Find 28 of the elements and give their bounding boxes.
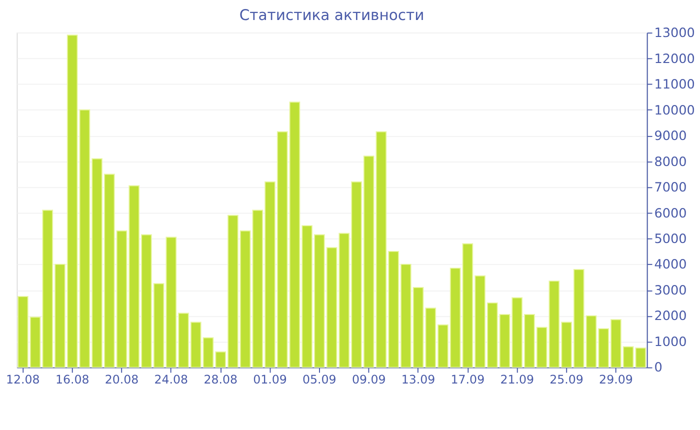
x-tick-label: 05.09 [302, 372, 336, 387]
y-tick-label: 6000 [654, 206, 687, 222]
x-tick-label: 16.08 [55, 372, 90, 387]
y-tick-label: 13000 [654, 26, 695, 42]
y-tick-label: 9000 [654, 129, 687, 144]
y-tick-label: 11000 [654, 78, 695, 93]
y-tick-label: 2000 [654, 309, 687, 324]
y-tick-label: 4000 [654, 258, 687, 273]
x-tick-label: 13.09 [401, 372, 436, 387]
y-tick-label: 12000 [654, 52, 695, 67]
x-tick-label: 25.09 [550, 372, 584, 387]
y-tick-label: 1000 [654, 334, 687, 350]
x-tick-label: 20.08 [104, 372, 139, 387]
x-tick-label: 21.09 [500, 372, 534, 387]
x-tick-label: 09.09 [352, 372, 386, 387]
chart-title: Статистика активности [239, 6, 424, 24]
y-tick-label: 10000 [654, 103, 695, 118]
y-tick-label: 8000 [654, 154, 687, 170]
y-tick-label: 3000 [654, 284, 687, 298]
x-tick-label: 29.09 [599, 372, 633, 387]
x-tick-label: 01.09 [253, 372, 287, 387]
x-tick-label: 17.09 [450, 372, 485, 387]
x-tick-label: 24.08 [154, 372, 188, 387]
y-tick-label: 0 [654, 360, 662, 376]
x-tick-label: 28.08 [204, 372, 238, 387]
x-tick-label: 12.08 [6, 372, 40, 387]
y-tick-label: 5000 [654, 232, 687, 247]
y-tick-label: 7000 [654, 180, 687, 196]
